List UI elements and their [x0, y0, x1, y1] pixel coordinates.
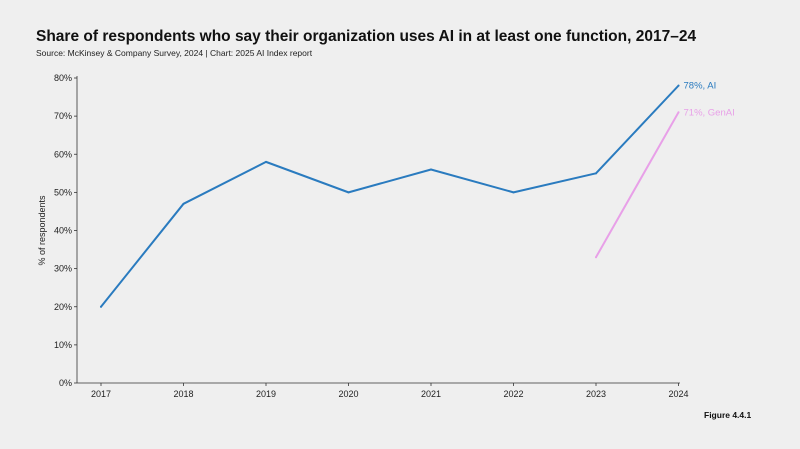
data-point-genai	[677, 111, 680, 114]
series-line-genai	[595, 111, 680, 259]
chart-source: Source: McKinsey & Company Survey, 2024 …	[36, 48, 313, 58]
chart-title: Share of respondents who say their organ…	[36, 28, 697, 45]
x-tick-label: 2021	[421, 389, 441, 399]
y-tick-label: 60%	[54, 149, 72, 159]
y-tick-label: 0%	[59, 378, 72, 388]
data-point-genai	[595, 256, 597, 259]
x-tick-label: 2018	[173, 389, 193, 399]
y-tick-label: 10%	[54, 340, 72, 350]
data-point-ai	[595, 172, 597, 175]
data-point-ai	[347, 191, 350, 194]
y-axis-label: % of respondents	[37, 195, 47, 266]
y-tick-label: 20%	[54, 302, 72, 312]
series-end-label-genai: 71%, GenAI	[684, 107, 735, 118]
series-end-label-ai: 78%, AI	[684, 81, 717, 92]
y-tick-label: 30%	[54, 264, 72, 274]
data-point-ai	[182, 202, 185, 205]
series-line-ai	[100, 84, 680, 308]
x-tick-label: 2024	[668, 389, 688, 399]
y-tick-label: 70%	[54, 111, 72, 121]
x-tick-label: 2022	[503, 389, 523, 399]
data-point-ai	[512, 191, 515, 194]
x-tick-label: 2017	[91, 389, 111, 399]
figure-number: Figure 4.4.1	[704, 410, 752, 420]
data-point-ai	[677, 84, 680, 87]
x-tick-label: 2020	[338, 389, 358, 399]
data-point-ai	[265, 160, 267, 163]
data-point-ai	[430, 168, 432, 171]
x-tick-label: 2023	[586, 389, 606, 399]
x-tick-label: 2019	[256, 389, 276, 399]
y-tick-label: 50%	[54, 187, 72, 197]
y-tick-label: 80%	[54, 73, 72, 83]
data-point-ai	[100, 305, 102, 308]
y-tick-label: 40%	[54, 226, 72, 236]
